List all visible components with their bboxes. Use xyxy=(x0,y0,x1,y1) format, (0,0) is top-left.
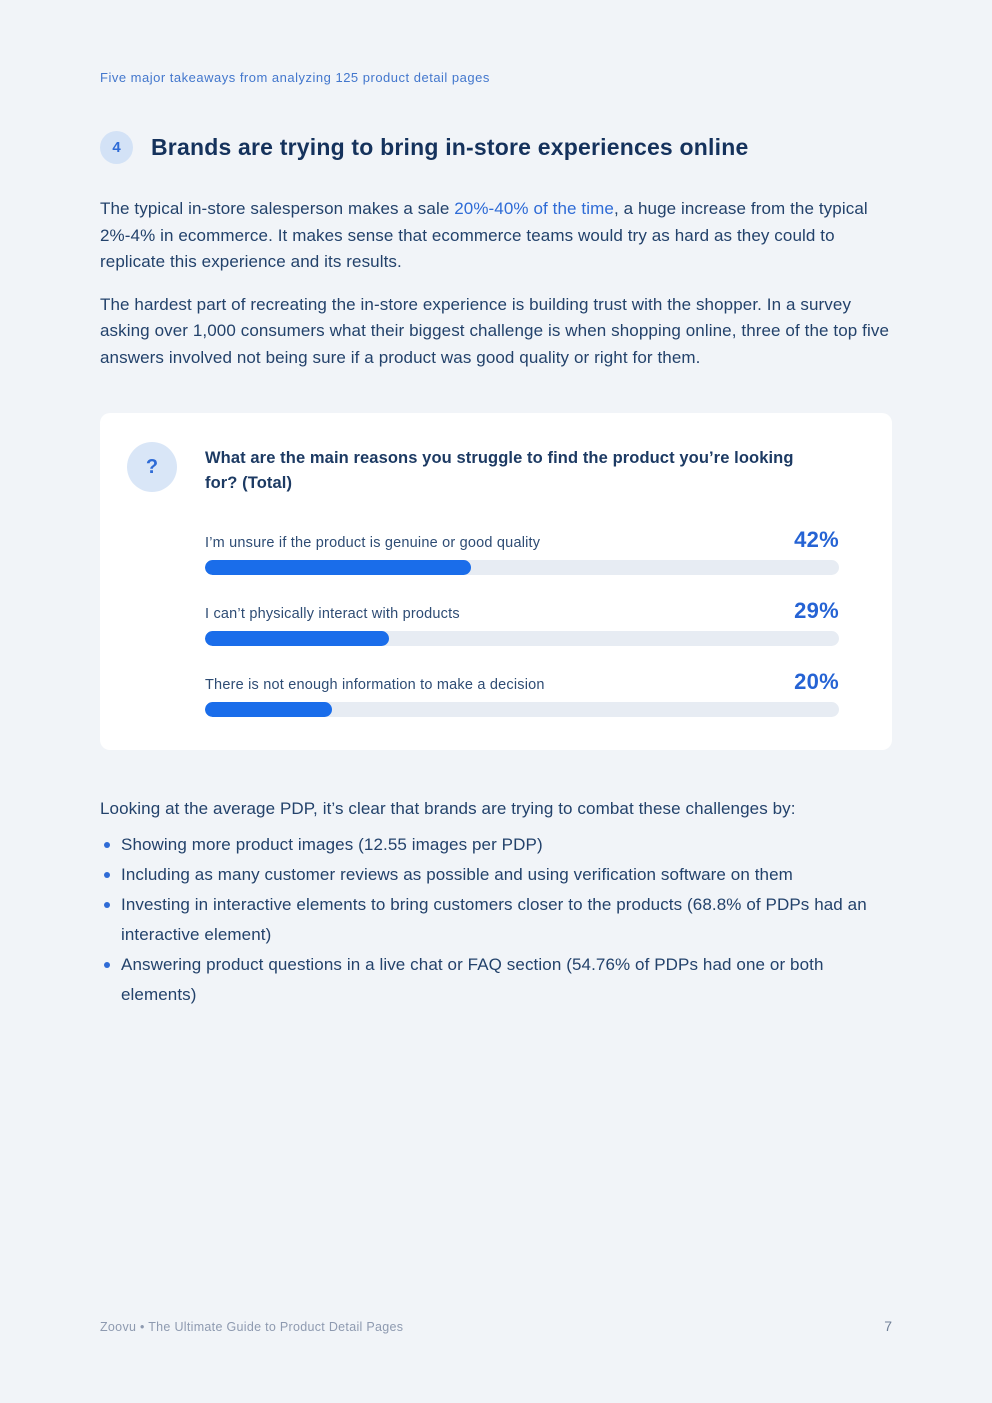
section-title: Brands are trying to bring in-store expe… xyxy=(151,134,749,160)
question-mark-glyph: ? xyxy=(145,455,159,478)
bar-fill xyxy=(205,702,332,717)
stat-highlight: 20%-40% of the time xyxy=(454,199,614,218)
bullet-text: Answering product questions in a live ch… xyxy=(121,955,824,1004)
survey-card: ? What are the main reasons you struggle… xyxy=(100,413,892,750)
page-footer: Zoovu • The Ultimate Guide to Product De… xyxy=(0,1318,992,1334)
bar-value: 42% xyxy=(794,527,839,552)
paragraph-1-rest: , a huge increase from the typical 2%-4%… xyxy=(100,199,868,271)
paragraph-2: The hardest part of recreating the in-st… xyxy=(100,294,890,367)
bullet-text: Investing in interactive elements to bri… xyxy=(121,895,867,944)
section-heading: 4 Brands are trying to bring in-store ex… xyxy=(100,131,892,164)
bullet-text: Including as many customer reviews as po… xyxy=(121,865,793,884)
list-item: Including as many customer reviews as po… xyxy=(100,860,892,890)
bullet-text: Showing more product images (12.55 image… xyxy=(121,835,543,854)
bar-chart: I’m unsure if the product is genuine or … xyxy=(205,528,839,717)
bar-value: 20% xyxy=(794,669,839,694)
bar-fill xyxy=(205,631,389,646)
question-mark-icon: ? xyxy=(127,442,177,492)
survey-card-body: What are the main reasons you struggle t… xyxy=(205,442,839,717)
bar-head: I’m unsure if the product is genuine or … xyxy=(205,528,839,552)
paragraph-1-lead: The typical in-store salesperson makes a… xyxy=(100,199,455,218)
bar-head: I can’t physically interact with product… xyxy=(205,599,839,623)
bar-label: I can’t physically interact with product… xyxy=(205,606,460,622)
page-number: 7 xyxy=(884,1318,892,1334)
bullet-dot-icon xyxy=(104,962,110,968)
bar-track xyxy=(205,702,839,717)
bar-head: There is not enough information to make … xyxy=(205,670,839,694)
bar-track xyxy=(205,560,839,575)
bar-label: There is not enough information to make … xyxy=(205,677,545,693)
list-item: Investing in interactive elements to bri… xyxy=(100,890,892,950)
section-number-badge: 4 xyxy=(100,131,133,164)
footer-document-title: Zoovu • The Ultimate Guide to Product De… xyxy=(100,1320,404,1334)
bullet-dot-icon xyxy=(104,842,110,848)
list-item: Showing more product images (12.55 image… xyxy=(100,830,892,860)
eyebrow-text: Five major takeaways from analyzing 125 … xyxy=(100,70,490,85)
paragraph-1: The typical in-store salesperson makes a… xyxy=(100,196,892,276)
bullet-list: Showing more product images (12.55 image… xyxy=(100,830,892,1010)
list-item: Answering product questions in a live ch… xyxy=(100,950,892,1010)
bar-label: I’m unsure if the product is genuine or … xyxy=(205,535,541,551)
chart-title: What are the main reasons you struggle t… xyxy=(205,449,794,492)
bar-value: 29% xyxy=(794,598,839,623)
bar-fill xyxy=(205,560,472,575)
bar-track xyxy=(205,631,839,646)
paragraph-3: Looking at the average PDP, it’s clear t… xyxy=(100,799,796,818)
bullet-dot-icon xyxy=(104,902,110,908)
bullet-dot-icon xyxy=(104,872,110,878)
bar-row: There is not enough information to make … xyxy=(205,670,839,717)
main-content: The typical in-store salesperson makes a… xyxy=(100,196,892,1010)
bar-row: I’m unsure if the product is genuine or … xyxy=(205,528,839,575)
bar-row: I can’t physically interact with product… xyxy=(205,599,839,646)
